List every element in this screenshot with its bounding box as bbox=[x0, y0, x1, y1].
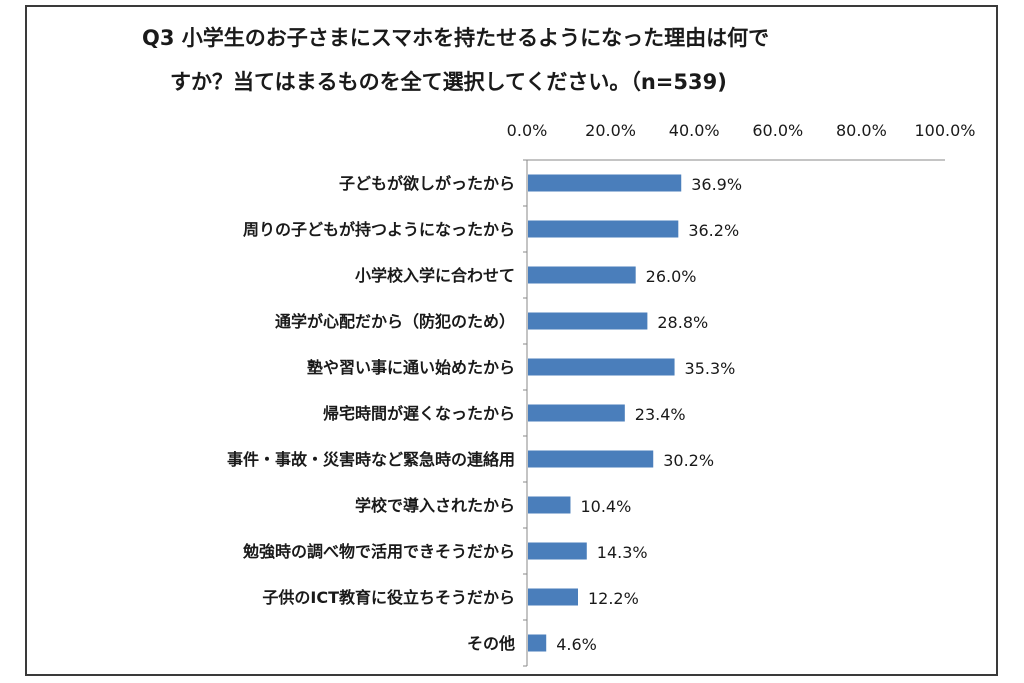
category-label: 子供のICT教育に役立ちそうだから bbox=[262, 588, 515, 607]
value-label: 10.4% bbox=[580, 497, 631, 516]
x-tick-label: 80.0% bbox=[836, 121, 887, 140]
bar bbox=[528, 174, 682, 192]
x-tick-label: 20.0% bbox=[585, 121, 636, 140]
category-label: 事件・事故・災害時など緊急時の連絡用 bbox=[227, 450, 515, 469]
x-tick-label: 60.0% bbox=[752, 121, 803, 140]
value-label: 12.2% bbox=[588, 589, 639, 608]
value-label: 35.3% bbox=[685, 359, 736, 378]
bar bbox=[528, 450, 654, 468]
bar bbox=[528, 588, 578, 606]
category-label: 塾や習い事に通い始めたから bbox=[307, 358, 515, 377]
bar bbox=[528, 404, 625, 422]
x-tick-label: 0.0% bbox=[507, 121, 548, 140]
bar bbox=[528, 496, 571, 514]
bars bbox=[528, 174, 682, 652]
category-label: その他 bbox=[467, 634, 515, 653]
value-labels: 36.9% 36.2% 26.0% 28.8% 35.3% 23.4% 30.2% 10.4%… bbox=[556, 175, 742, 654]
category-label: 勉強時の調べ物で活用できそうだから bbox=[242, 542, 515, 561]
value-label: 4.6% bbox=[556, 635, 597, 654]
category-labels: 子どもが欲しがったから周りの子どもが持つようになったから小学校入学に合わせて通学… bbox=[227, 174, 515, 653]
value-label: 28.8% bbox=[657, 313, 708, 332]
bar bbox=[528, 266, 636, 284]
bar bbox=[528, 634, 547, 652]
category-label: 通学が心配だから（防犯のため） bbox=[275, 312, 515, 331]
axes bbox=[523, 159, 945, 667]
x-tick-label: 100.0% bbox=[914, 121, 975, 140]
chart-title-line-1: Q3 小学生のお子さまにスマホを持たせるようになった理由は何で bbox=[142, 26, 770, 50]
value-label: 30.2% bbox=[663, 451, 714, 470]
bar bbox=[528, 220, 679, 238]
bar bbox=[528, 542, 587, 560]
chart-title-line-2: すか？当てはまるものを全て選択してください。（n=539) bbox=[170, 70, 727, 94]
bar bbox=[528, 312, 648, 330]
category-label: 周りの子どもが持つようになったから bbox=[243, 220, 515, 239]
x-axis-ticks: 0.0% 20.0% 40.0% 60.0% 80.0% 100.0% bbox=[507, 121, 976, 140]
category-label: 子どもが欲しがったから bbox=[339, 174, 515, 193]
value-label: 14.3% bbox=[597, 543, 648, 562]
chart-frame bbox=[25, 5, 998, 676]
category-label: 小学校入学に合わせて bbox=[355, 266, 515, 285]
category-label: 学校で導入されたから bbox=[355, 496, 515, 515]
value-label: 26.0% bbox=[646, 267, 697, 286]
value-label: 36.9% bbox=[691, 175, 742, 194]
value-label: 23.4% bbox=[635, 405, 686, 424]
category-label: 帰宅時間が遅くなったから bbox=[323, 404, 515, 423]
x-tick-label: 40.0% bbox=[669, 121, 720, 140]
bar bbox=[528, 358, 675, 376]
value-label: 36.2% bbox=[688, 221, 739, 240]
